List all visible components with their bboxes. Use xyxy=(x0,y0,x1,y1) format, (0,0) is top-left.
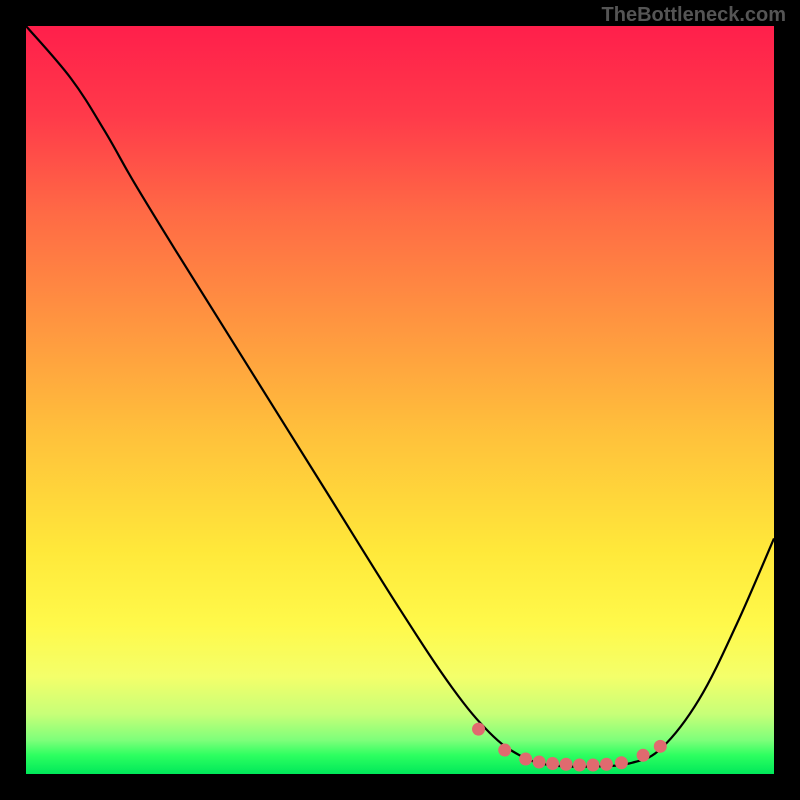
optimal-range-dot xyxy=(519,753,532,766)
optimal-range-dot xyxy=(573,759,586,772)
optimal-range-dot xyxy=(615,756,628,769)
optimal-range-dot xyxy=(472,723,485,736)
chart-svg xyxy=(0,0,800,800)
optimal-range-dot xyxy=(600,758,613,771)
optimal-range-dot xyxy=(586,759,599,772)
optimal-range-dot xyxy=(498,744,511,757)
watermark-text: TheBottleneck.com xyxy=(602,4,786,27)
gradient-background xyxy=(26,26,774,774)
optimal-range-dot xyxy=(654,740,667,753)
optimal-range-dot xyxy=(637,749,650,762)
optimal-range-dot xyxy=(560,758,573,771)
optimal-range-dot xyxy=(533,756,546,769)
chart-container: TheBottleneck.com xyxy=(0,0,800,800)
optimal-range-dot xyxy=(546,757,559,770)
